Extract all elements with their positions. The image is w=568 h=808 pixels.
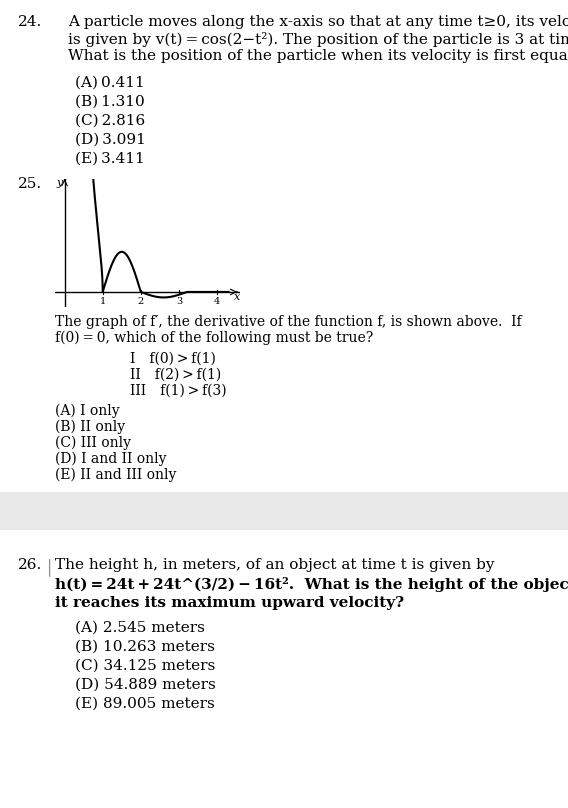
Text: 24.: 24. xyxy=(18,15,42,29)
Text: (B) II only: (B) II only xyxy=(55,420,125,435)
Text: (D) 3.091: (D) 3.091 xyxy=(75,133,146,147)
Text: (E) 89.005 meters: (E) 89.005 meters xyxy=(75,697,215,711)
Text: The height h, in meters, of an object at time t is given by: The height h, in meters, of an object at… xyxy=(55,558,495,572)
Bar xyxy=(0,492,568,530)
Text: A particle moves along the x-axis so that at any time t≥0, its velocity: A particle moves along the x-axis so tha… xyxy=(68,15,568,29)
Text: 3: 3 xyxy=(176,297,182,306)
Text: (C) 34.125 meters: (C) 34.125 meters xyxy=(75,659,215,673)
Text: (B) 1.310: (B) 1.310 xyxy=(75,95,145,109)
Text: (D) 54.889 meters: (D) 54.889 meters xyxy=(75,678,216,692)
Text: (A) I only: (A) I only xyxy=(55,404,120,419)
Text: 1: 1 xyxy=(99,297,106,306)
Text: What is the position of the particle when its velocity is first equal to 0?: What is the position of the particle whe… xyxy=(68,49,568,63)
Text: (A) 0.411: (A) 0.411 xyxy=(75,76,145,90)
Text: (E) 3.411: (E) 3.411 xyxy=(75,152,145,166)
Text: │: │ xyxy=(45,558,54,576)
Text: 26.: 26. xyxy=(18,558,42,572)
Text: is given by v(t) = cos(2−t²). The position of the particle is 3 at time t = 0.: is given by v(t) = cos(2−t²). The positi… xyxy=(68,32,568,47)
Text: (E) II and III only: (E) II and III only xyxy=(55,468,177,482)
Text: f(0) = 0, which of the following must be true?: f(0) = 0, which of the following must be… xyxy=(55,331,373,345)
Text: II  f(2) > f(1): II f(2) > f(1) xyxy=(130,368,222,382)
Text: 25.: 25. xyxy=(18,177,42,191)
Text: (D) I and II only: (D) I and II only xyxy=(55,452,166,466)
Text: (C) 2.816: (C) 2.816 xyxy=(75,114,145,128)
Text: (A) 2.545 meters: (A) 2.545 meters xyxy=(75,621,205,635)
Text: (B) 10.263 meters: (B) 10.263 meters xyxy=(75,640,215,654)
Text: 2: 2 xyxy=(137,297,144,306)
Text: III  f(1) > f(3): III f(1) > f(3) xyxy=(130,384,227,398)
Text: it reaches its maximum upward velocity?: it reaches its maximum upward velocity? xyxy=(55,596,404,610)
Text: The graph of f′, the derivative of the function f, is shown above.  If: The graph of f′, the derivative of the f… xyxy=(55,315,521,329)
Text: y: y xyxy=(56,178,62,187)
Text: I  f(0) > f(1): I f(0) > f(1) xyxy=(130,352,216,366)
Text: h(t) = 24t + 24t^(3/2) − 16t².  What is the height of the object at the instant : h(t) = 24t + 24t^(3/2) − 16t². What is t… xyxy=(55,577,568,592)
Text: (C) III only: (C) III only xyxy=(55,436,131,450)
Text: x: x xyxy=(234,292,240,302)
Text: 4: 4 xyxy=(214,297,220,306)
